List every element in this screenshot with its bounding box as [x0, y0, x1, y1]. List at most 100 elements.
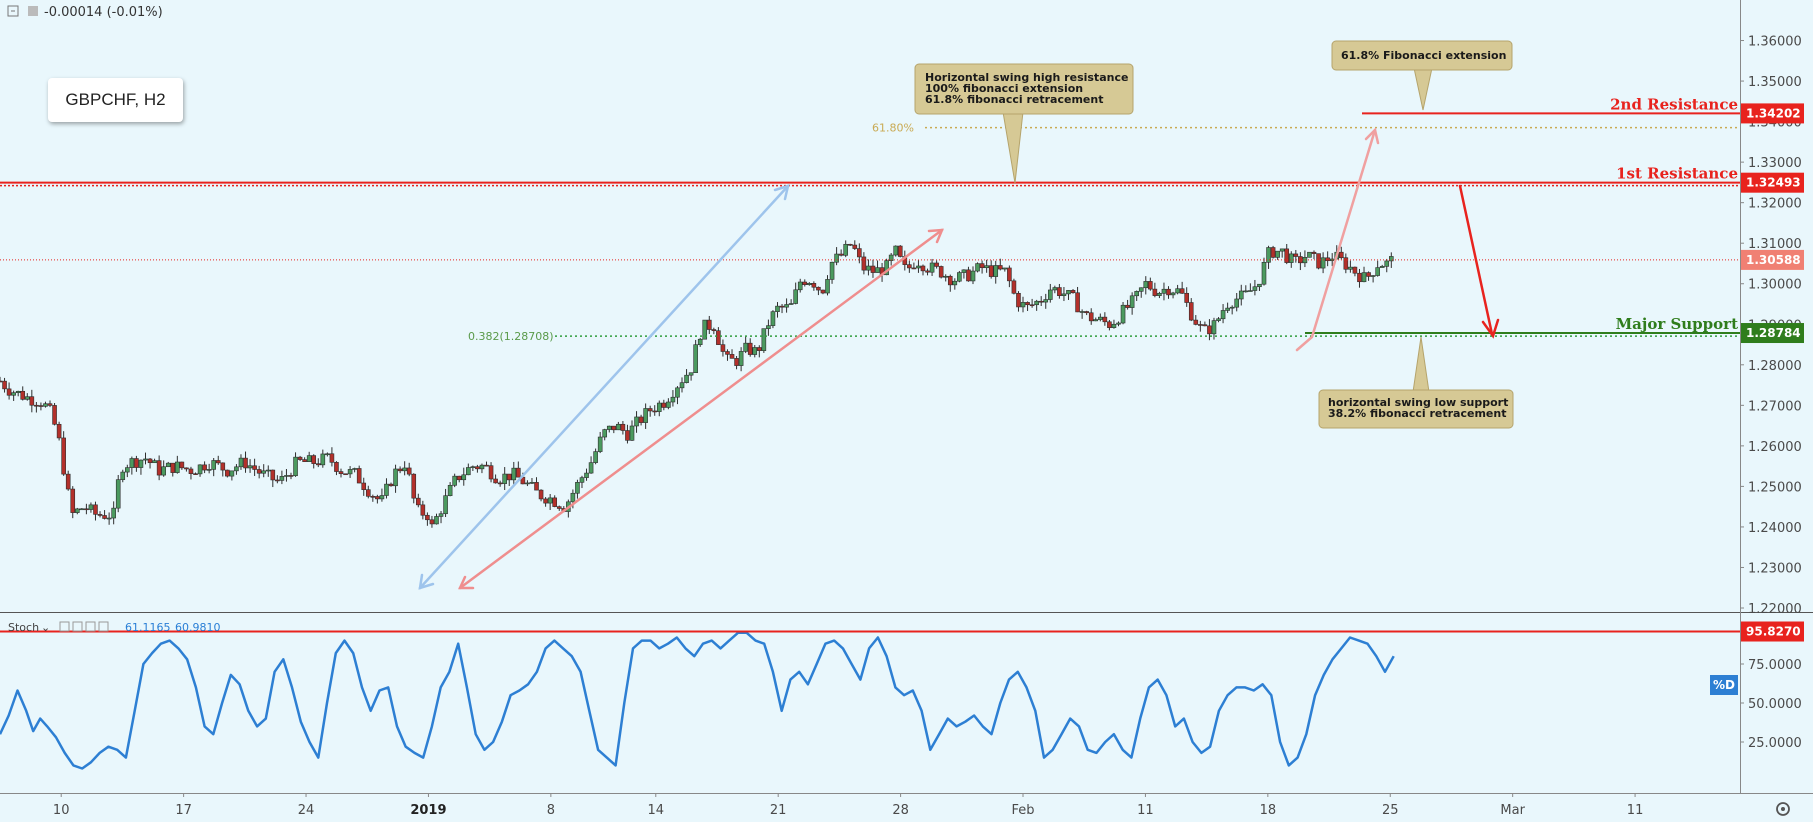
candle	[402, 461, 407, 476]
candle	[0, 376, 3, 383]
candle-body	[825, 279, 830, 294]
candle	[970, 266, 976, 285]
candle-body	[456, 475, 462, 481]
candle-body	[1002, 267, 1008, 270]
candle	[220, 462, 226, 477]
candle	[647, 405, 653, 417]
candle	[452, 473, 457, 488]
candle	[438, 510, 444, 524]
candle	[293, 452, 298, 477]
candle-body	[952, 280, 958, 286]
candle-body	[625, 430, 630, 441]
candle	[711, 327, 717, 335]
candle-body	[1134, 291, 1139, 297]
candle	[20, 386, 26, 401]
candle-body	[697, 338, 703, 346]
price-pane[interactable]	[0, 0, 1740, 612]
stoch-axis[interactable]: 75.0000 50.0000 25.0000	[1740, 658, 1802, 751]
candle-body	[115, 479, 121, 509]
candle	[779, 303, 785, 314]
stoch-chevron-icon[interactable]: ⌄	[41, 621, 50, 634]
candle	[138, 459, 144, 475]
settings-gear-icon[interactable]	[1776, 802, 1790, 816]
support-tag	[1741, 323, 1804, 344]
stoch-eye-icon[interactable]	[59, 621, 70, 632]
stoch-d-value: 60.9810	[175, 621, 221, 634]
candle	[1279, 248, 1285, 258]
candle-body	[884, 260, 889, 276]
current-price: 1.30588	[1746, 253, 1801, 267]
candle	[1184, 287, 1189, 307]
candle-body	[297, 456, 303, 460]
candle	[65, 470, 71, 491]
candle-body	[147, 458, 153, 464]
candle-body	[1143, 281, 1149, 289]
candle	[793, 282, 798, 305]
candle	[1216, 317, 1221, 323]
candle	[52, 403, 57, 426]
candle	[466, 463, 471, 476]
candle-body	[1184, 292, 1189, 303]
candle-body	[1161, 288, 1167, 294]
candle	[893, 245, 899, 257]
candle-body	[1102, 316, 1108, 323]
candle-body	[247, 465, 253, 469]
time-axis[interactable]: 10 17 24 2019 8 14 21 28 Feb 11 18 25 Mar 11	[53, 793, 1643, 818]
candle	[534, 477, 539, 491]
candle-body	[1357, 272, 1362, 283]
candle	[875, 260, 880, 273]
candle	[625, 424, 630, 444]
candle	[588, 456, 594, 474]
stoch-delete-icon[interactable]	[85, 621, 96, 632]
candle-body	[1220, 310, 1226, 320]
candle-body	[61, 437, 66, 475]
candle	[975, 262, 980, 273]
stoch-more-icon[interactable]	[98, 621, 109, 632]
candle	[957, 270, 962, 283]
candle	[456, 475, 462, 483]
candle	[857, 243, 862, 264]
candle-body	[1284, 248, 1290, 263]
candle	[1198, 320, 1203, 332]
candle	[443, 488, 448, 518]
candle-body	[2, 380, 7, 390]
stoch-settings-icon[interactable]	[72, 621, 83, 632]
candle	[1252, 279, 1258, 296]
resistance-1-name: 1st Resistance	[1616, 165, 1738, 183]
stoch-tick-label: 50.0000	[1748, 697, 1802, 712]
candle-body	[125, 467, 130, 473]
candle	[1116, 321, 1121, 327]
candle-body	[552, 497, 558, 507]
resistance-1-tag	[1741, 172, 1804, 193]
candle	[1238, 284, 1244, 306]
candle	[1352, 266, 1358, 277]
candle-body	[525, 482, 530, 485]
price-tick-label: 1.23000	[1748, 561, 1802, 576]
stoch-legend[interactable]: Stoch ⌄ 61.1165 60.9810	[8, 621, 221, 634]
candle-body	[1138, 287, 1144, 292]
stoch-line	[0, 631, 1395, 770]
candle	[1220, 304, 1226, 324]
candle	[997, 258, 1003, 271]
candle-body	[857, 248, 862, 258]
candle-body	[143, 458, 148, 461]
candle-body	[452, 475, 457, 486]
candle	[1193, 315, 1199, 326]
candle-body	[788, 303, 794, 305]
candle-body	[320, 453, 326, 466]
candle	[93, 501, 98, 521]
candle-body	[275, 479, 280, 482]
candle	[302, 457, 307, 462]
stoch-label[interactable]: Stoch	[8, 621, 39, 634]
candle	[656, 400, 662, 417]
collapse-icon[interactable]	[7, 5, 19, 17]
candle	[797, 278, 803, 293]
stoch-pane[interactable]	[0, 613, 1740, 793]
candle	[470, 465, 476, 472]
candle	[820, 289, 826, 295]
candle	[1102, 312, 1108, 326]
support-name: Major Support	[1616, 315, 1739, 333]
candle-body	[402, 467, 407, 472]
candle	[988, 260, 994, 279]
